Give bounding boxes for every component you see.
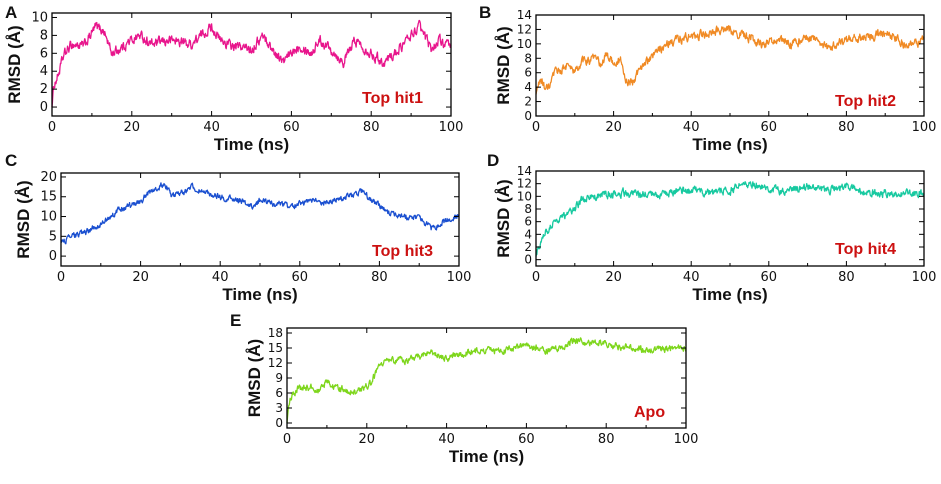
x-tick-label: 20 [132,270,149,285]
series-line [51,19,452,108]
x-tick-label: 0 [283,432,291,447]
x-tick-label: 20 [605,120,622,135]
y-tick-label: 0 [40,100,48,115]
series-label: Apo [634,404,665,421]
x-axis-title: Time (ns) [214,135,289,154]
series-label: Top hit4 [835,241,896,258]
x-tick-label: 40 [438,432,455,447]
x-tick-label: 20 [359,432,376,447]
y-tick-label: 10 [517,189,532,203]
x-tick-label: 100 [912,120,937,135]
plot-frame [286,327,687,429]
y-tick-label: 0 [524,109,532,123]
x-tick-label: 20 [605,270,622,285]
x-tick-label: 80 [363,120,380,135]
y-tick-label: 10 [31,10,48,25]
y-tick-label: 8 [524,202,532,216]
series-line [286,337,687,424]
x-tick-label: 0 [532,120,540,135]
x-tick-label: 40 [683,270,700,285]
y-tick-label: 18 [268,326,283,340]
x-tick-label: 0 [532,270,540,285]
y-tick-label: 20 [40,170,57,185]
y-tick-label: 0 [524,253,532,267]
x-tick-label: 40 [683,120,700,135]
y-tick-label: 12 [268,356,283,370]
y-tick-label: 10 [517,37,532,51]
x-tick-label: 100 [674,432,699,447]
x-axis-title: Time (ns) [449,447,524,466]
y-axis-title: RMSD (Å) [245,339,264,417]
x-tick-label: 40 [203,120,220,135]
y-axis-title: RMSD (Å) [494,26,513,104]
y-tick-label: 15 [268,341,283,355]
y-tick-label: 2 [524,95,532,109]
x-tick-label: 100 [439,120,464,135]
y-axis-title: RMSD (Å) [14,180,33,258]
x-axis-title: Time (ns) [222,285,297,304]
y-tick-label: 2 [40,82,48,97]
y-tick-label: 15 [40,190,57,205]
panel-letter: E [230,311,241,330]
series-line [60,182,460,245]
panel-letter: B [479,3,491,22]
series-label: Top hit1 [362,90,423,107]
y-tick-label: 10 [40,210,57,225]
x-tick-label: 60 [761,270,778,285]
y-tick-label: 9 [275,371,283,385]
x-axis-title: Time (ns) [692,135,767,154]
x-tick-label: 100 [912,270,937,285]
y-tick-label: 6 [524,66,532,80]
panel-letter: A [5,3,17,22]
series-label: Top hit3 [372,243,433,260]
x-axis-title: Time (ns) [692,285,767,304]
y-tick-label: 6 [40,46,48,61]
x-tick-label: 80 [371,270,388,285]
series-line [535,25,925,95]
y-tick-label: 3 [275,401,283,415]
chart-panel-a: A 0 20 40 60 80 100 0 2 4 6 8 10 Time (ns) RMSD (Å) Top… [5,3,463,154]
y-tick-label: 8 [40,28,48,43]
panel-letter: D [487,151,499,170]
series-label: Top hit2 [835,93,896,110]
chart-panel-c: C 0 20 40 60 80 100 0 5 10 15 20 Time (ns) RMSD (Å) To… [5,151,471,304]
y-tick-label: 6 [524,215,532,229]
y-tick-label: 12 [517,22,532,36]
x-tick-label: 40 [212,270,229,285]
y-tick-label: 4 [40,64,48,79]
x-tick-label: 0 [48,120,56,135]
y-tick-label: 4 [524,227,532,241]
y-tick-label: 8 [524,51,532,65]
panel-letter: C [5,151,17,170]
x-tick-label: 80 [598,432,615,447]
y-tick-label: 0 [49,249,57,264]
x-tick-label: 0 [57,270,65,285]
y-axis-title: RMSD (Å) [494,179,513,257]
y-axis-title: RMSD (Å) [5,25,24,103]
x-tick-label: 60 [292,270,309,285]
x-tick-label: 80 [838,120,855,135]
series-line [535,181,925,257]
y-tick-label: 5 [49,229,57,244]
x-tick-label: 80 [838,270,855,285]
x-tick-label: 20 [124,120,141,135]
y-tick-label: 2 [524,240,532,254]
x-tick-label: 60 [518,432,535,447]
y-tick-label: 6 [275,386,283,400]
x-tick-label: 60 [761,120,778,135]
x-tick-label: 100 [447,270,472,285]
y-tick-label: 12 [517,177,532,191]
y-tick-label: 14 [517,164,532,178]
y-tick-label: 0 [275,416,283,430]
x-tick-label: 60 [283,120,300,135]
y-tick-label: 4 [524,80,532,94]
y-tick-label: 14 [517,8,532,22]
